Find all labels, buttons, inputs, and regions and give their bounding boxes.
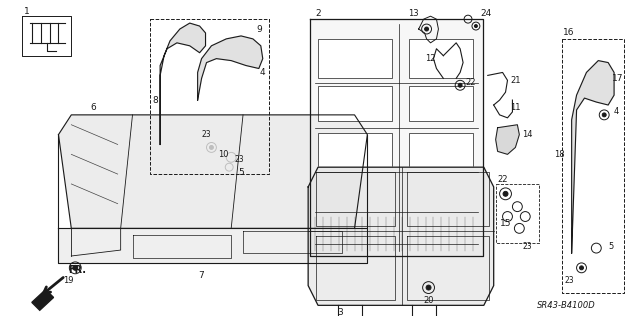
Polygon shape [198,36,263,100]
Text: 5: 5 [238,167,244,177]
Polygon shape [58,115,367,228]
Circle shape [73,265,77,270]
Text: 16: 16 [563,28,575,37]
Text: 11: 11 [510,103,521,113]
Circle shape [474,25,477,27]
Text: 3: 3 [337,308,342,317]
Text: 8: 8 [152,96,158,105]
Text: 23: 23 [565,276,575,285]
Circle shape [426,285,431,290]
Circle shape [602,113,606,117]
Bar [409,86,473,121]
Circle shape [580,266,584,270]
Text: FR.: FR. [68,265,86,275]
Bar [409,39,473,78]
Text: 15: 15 [500,219,511,228]
Text: 23: 23 [202,130,211,139]
Text: 12: 12 [425,54,436,63]
Text: 4: 4 [260,68,266,77]
Text: 2: 2 [316,9,321,18]
Circle shape [209,145,213,149]
Circle shape [458,83,462,87]
Polygon shape [310,19,483,256]
Polygon shape [308,167,493,305]
Text: 14: 14 [522,130,532,139]
Bar [409,133,473,167]
Text: SR43-B4100D: SR43-B4100D [538,301,596,310]
Text: 13: 13 [408,9,419,18]
Bar [318,86,392,121]
Text: 23: 23 [522,241,532,251]
Polygon shape [160,23,205,145]
Polygon shape [58,228,367,263]
Circle shape [424,27,429,31]
Text: 20: 20 [423,296,434,305]
Circle shape [503,191,508,196]
Text: 9: 9 [256,25,262,33]
Polygon shape [32,290,54,310]
Polygon shape [572,61,614,253]
Text: 24: 24 [480,9,492,18]
Text: 22: 22 [466,78,476,87]
Text: 21: 21 [510,76,521,85]
Text: 19: 19 [63,276,74,285]
Text: 7: 7 [198,271,204,280]
Text: 18: 18 [554,150,565,159]
Text: 1: 1 [24,7,30,16]
Text: 23: 23 [234,155,244,164]
Text: 10: 10 [218,150,228,159]
Text: 6: 6 [90,103,96,113]
Text: 17: 17 [612,74,624,83]
Text: 4: 4 [613,108,619,116]
Bar [318,39,392,78]
Text: 22: 22 [497,174,508,183]
Bar [318,133,392,167]
Text: 5: 5 [609,241,614,251]
Polygon shape [495,125,519,154]
